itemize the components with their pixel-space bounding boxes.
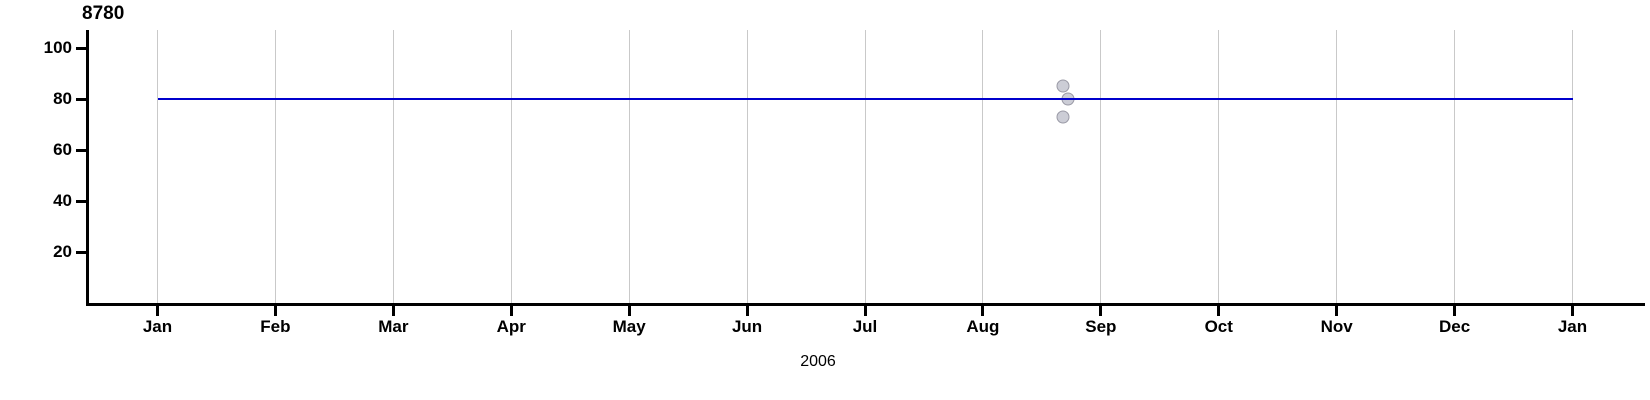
y-axis-spine (86, 30, 89, 305)
gridline (274, 30, 276, 303)
x-axis-tick-label: Feb (260, 317, 291, 336)
x-axis-tick-label: Jan (1557, 317, 1588, 336)
gridline (1218, 30, 1220, 303)
x-axis-title: 2006 (800, 353, 836, 370)
x-axis-tick-label: Nov (1320, 317, 1353, 336)
data-point[interactable] (1056, 79, 1070, 93)
gridline (982, 30, 984, 303)
x-axis-tick (1335, 306, 1339, 316)
x-axis-tick-label: Sep (1085, 317, 1117, 336)
x-axis-tick (1217, 306, 1221, 316)
x-axis-tick-label: May (612, 317, 646, 336)
y-axis-tick (76, 199, 86, 203)
y-axis-tick-label: 60 (53, 140, 72, 159)
x-axis-tick (745, 306, 749, 316)
y-axis-tick-label: 20 (53, 242, 72, 261)
gridline (157, 30, 158, 303)
gridline (392, 30, 394, 303)
x-axis-tick (1453, 306, 1457, 316)
y-axis-tick-label: 80 (53, 89, 72, 108)
gridline (864, 30, 866, 303)
x-axis-tick (156, 306, 159, 316)
y-axis-tick-label: 40 (53, 191, 72, 210)
y-axis-tick-label: 100 (43, 38, 72, 57)
x-axis-tick (1571, 306, 1574, 316)
chart-title: 8780 (82, 3, 125, 24)
gridline (1454, 30, 1456, 303)
gridline (628, 30, 630, 303)
gridline (1572, 30, 1573, 303)
data-point[interactable] (1056, 110, 1070, 124)
x-axis-tick-label: Aug (966, 317, 1000, 336)
x-axis-tick (273, 306, 277, 316)
y-axis-tick (76, 250, 86, 254)
gridline (510, 30, 512, 303)
x-axis-tick (1099, 306, 1103, 316)
x-axis-tick (509, 306, 513, 316)
gridline (1336, 30, 1338, 303)
gridline (746, 30, 748, 303)
x-axis-tick-label: Apr (496, 317, 526, 336)
x-axis-tick-label: Dec (1438, 317, 1471, 336)
y-axis-tick (76, 97, 86, 101)
x-axis-tick (627, 306, 631, 316)
x-axis-tick-label: Mar (378, 317, 409, 336)
x-axis-tick-label: Jun (731, 317, 763, 336)
x-axis-tick-label: Jan (142, 317, 173, 336)
y-axis-tick (76, 46, 86, 50)
gridline (1100, 30, 1102, 303)
x-axis-tick-label: Jul (852, 317, 878, 336)
baseline-trend-line (157, 98, 1573, 100)
x-axis-tick (863, 306, 867, 316)
y-axis-tick (76, 148, 86, 152)
x-axis-tick-label: Oct (1204, 317, 1233, 336)
x-axis-tick (391, 306, 395, 316)
x-axis-spine (86, 303, 1645, 306)
x-axis-tick (981, 306, 985, 316)
